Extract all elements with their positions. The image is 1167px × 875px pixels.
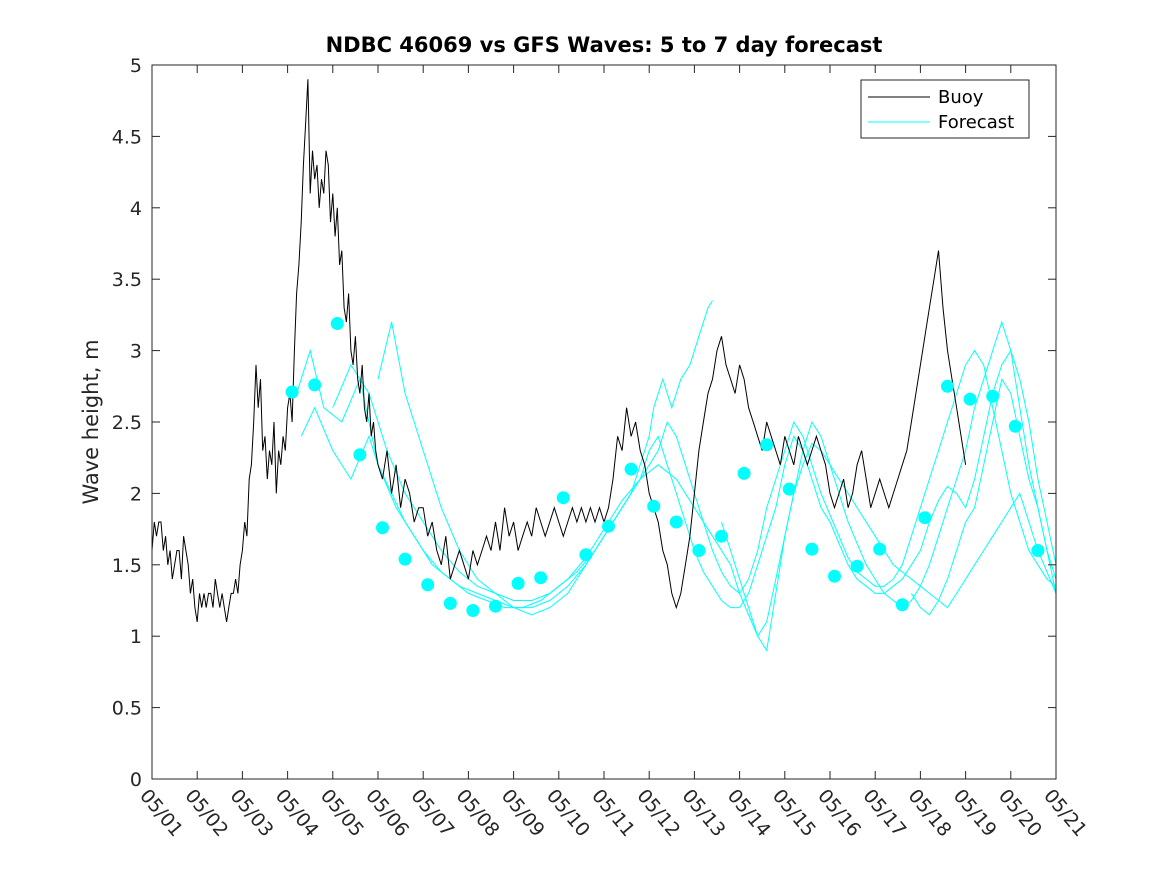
buoy-line [151, 79, 967, 622]
forecast-marker [669, 515, 683, 529]
forecast-marker [602, 519, 615, 533]
forecast-marker [421, 578, 435, 592]
plot-area [152, 65, 1056, 779]
forecast-marker [398, 552, 412, 566]
forecast-marker [556, 491, 570, 505]
forecast-marker [805, 542, 819, 556]
legend-forecast-label: Forecast [938, 112, 1014, 133]
forecast-marker [466, 604, 480, 617]
forecast-marker [624, 462, 638, 476]
forecast-marker [534, 571, 548, 585]
y-tick-label: 3.5 [112, 269, 142, 291]
forecast-marker [1031, 544, 1045, 557]
forecast-marker [850, 559, 864, 573]
forecast-marker [692, 544, 706, 557]
forecast-marker [895, 598, 909, 612]
y-tick-label: 0.5 [112, 698, 142, 720]
y-tick-label: 5 [130, 55, 142, 77]
forecast-marker [1008, 419, 1022, 433]
forecast-marker [353, 448, 367, 462]
y-tick-label: 1.5 [112, 555, 142, 577]
forecast-marker [918, 511, 932, 525]
forecast-marker [489, 599, 502, 613]
forecast-marker [511, 576, 525, 590]
forecast-marker [376, 521, 389, 535]
forecast-line-4 [721, 442, 1057, 652]
forecast-marker [647, 499, 661, 513]
forecast-marker [986, 389, 1000, 403]
legend-buoy-label: Buoy [938, 87, 984, 108]
forecast-marker [941, 379, 954, 393]
forecast-marker [782, 482, 796, 496]
forecast-line-1 [300, 349, 1057, 609]
y-tick-label: 4.5 [112, 126, 142, 148]
legend: Buoy Forecast [860, 79, 1030, 139]
legend-box [860, 79, 1030, 139]
forecast-marker [760, 438, 774, 452]
forecast-line-3 [377, 321, 1057, 616]
y-tick-label: 0 [130, 769, 142, 791]
forecast-marker [443, 596, 457, 610]
chart-title: NDBC 46069 vs GFS Waves: 5 to 7 day fore… [326, 33, 883, 57]
series-layer [151, 79, 1057, 652]
forecast-marker [579, 548, 593, 562]
forecast-marker [308, 378, 322, 392]
y-tick-label: 4 [130, 198, 142, 220]
forecast-line-0 [296, 300, 713, 609]
forecast-line-5 [910, 377, 1057, 616]
forecast-marker [330, 317, 344, 330]
y-tick-label: 2 [130, 483, 142, 505]
forecast-marker [737, 466, 751, 480]
forecast-marker [828, 569, 841, 583]
forecast-marker [873, 542, 887, 556]
forecast-marker [285, 385, 299, 399]
forecast-marker [715, 529, 728, 543]
y-tick-label: 2.5 [112, 412, 142, 434]
y-tick-label: 3 [130, 341, 142, 363]
y-tick-label: 1 [130, 626, 142, 648]
forecast-marker [963, 392, 977, 406]
y-axis-title: Wave height, m [79, 339, 103, 504]
